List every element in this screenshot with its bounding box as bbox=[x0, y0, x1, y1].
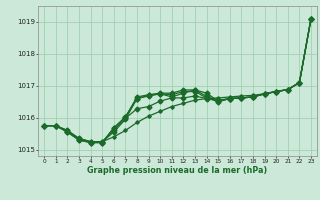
X-axis label: Graphe pression niveau de la mer (hPa): Graphe pression niveau de la mer (hPa) bbox=[87, 166, 268, 175]
